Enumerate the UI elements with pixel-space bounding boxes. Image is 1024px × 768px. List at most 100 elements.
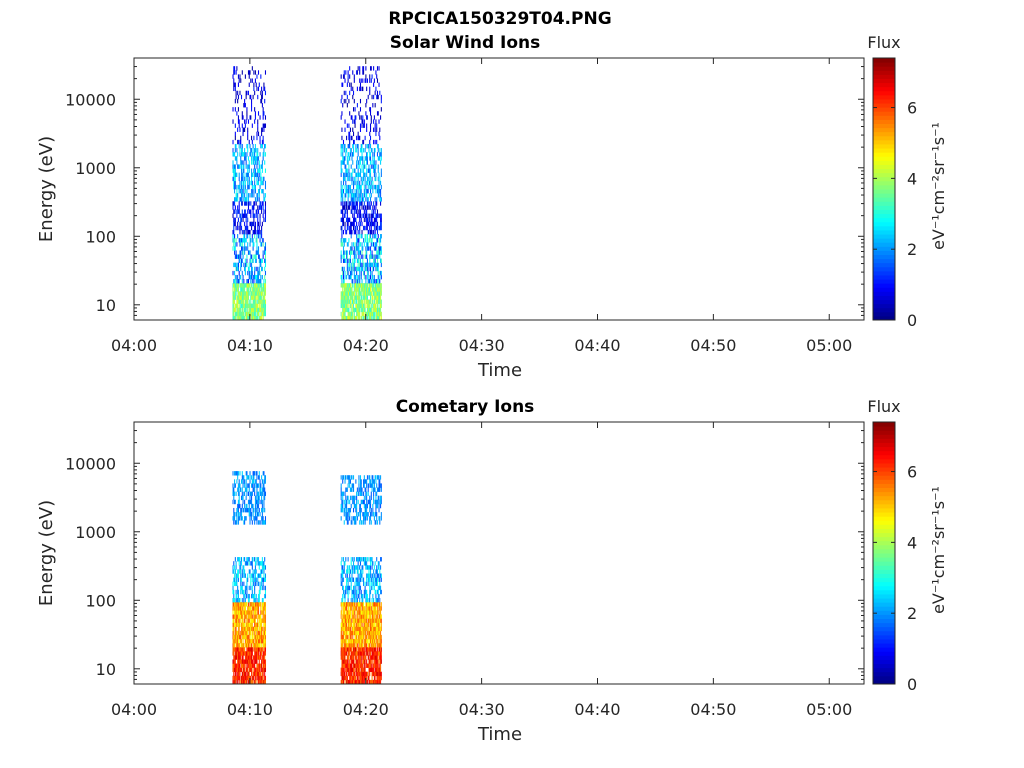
heatmap-cell [239, 139, 241, 145]
heatmap-cell [262, 614, 264, 619]
heatmap-cell [242, 295, 244, 300]
heatmap-cell [263, 561, 265, 566]
heatmap-cell [253, 156, 255, 161]
heatmap-cell [251, 193, 253, 198]
heatmap-cell [349, 201, 351, 206]
heatmap-cell [359, 283, 362, 288]
heatmap-cell [261, 229, 263, 235]
heatmap-cell [375, 131, 377, 137]
heatmap-cell [342, 651, 345, 656]
heatmap-cell [256, 643, 258, 648]
heatmap-cell [244, 201, 246, 206]
heatmap-cell [365, 103, 367, 108]
heatmap-cell [346, 176, 348, 182]
heatmap-cell [264, 303, 266, 309]
heatmap-cell [240, 634, 242, 640]
heatmap-cell [243, 675, 245, 681]
heatmap-cell [232, 647, 234, 652]
heatmap-cell [371, 238, 373, 243]
heatmap-cell [254, 70, 256, 75]
heatmap-cell [343, 98, 345, 104]
heatmap-cell [242, 647, 244, 652]
heatmap-cell [359, 671, 362, 677]
heatmap-cell [243, 581, 245, 587]
heatmap-cell [369, 107, 371, 112]
heatmap-cell [353, 205, 355, 210]
heatmap-cell [352, 258, 354, 263]
heatmap-cell [372, 287, 374, 292]
heatmap-cell [343, 74, 345, 79]
heatmap-cell [233, 221, 235, 227]
heatmap-cell [354, 630, 356, 636]
heatmap-cell [257, 295, 259, 300]
heatmap-cell [245, 614, 247, 619]
heatmap-cell [349, 516, 351, 521]
heatmap-cell [264, 577, 266, 582]
heatmap-cell [257, 495, 260, 501]
heatmap-cell [362, 671, 364, 677]
heatmap-cell [373, 156, 375, 161]
heatmap-cell [380, 270, 382, 276]
heatmap-cell [359, 205, 361, 210]
heatmap-cell [258, 254, 260, 259]
heatmap-cell [239, 258, 241, 263]
heatmap-cell [352, 307, 354, 313]
heatmap-cell [375, 160, 377, 165]
heatmap-cell [346, 675, 348, 681]
heatmap-cell [245, 295, 247, 300]
heatmap-cell [354, 279, 356, 284]
heatmap-cell [264, 205, 267, 210]
heatmap-cell [254, 577, 256, 582]
heatmap-cell [365, 630, 367, 636]
heatmap-cell [362, 638, 364, 644]
heatmap-cell [262, 311, 264, 317]
heatmap-cell [254, 258, 256, 263]
heatmap-cell [343, 565, 345, 570]
heatmap-cell [348, 630, 350, 636]
heatmap-cell [346, 213, 348, 218]
heatmap-cell [376, 127, 378, 132]
heatmap-cell [264, 258, 266, 263]
heatmap-cell [264, 663, 267, 668]
heatmap-cell [350, 193, 352, 198]
heatmap-cell [365, 647, 367, 652]
heatmap-cell [373, 303, 375, 309]
heatmap-cell [239, 229, 241, 235]
heatmap-cell [234, 471, 236, 476]
heatmap-cell [239, 180, 241, 186]
heatmap-cell [252, 209, 254, 214]
heatmap-cell [254, 287, 256, 292]
heatmap-cell [352, 569, 354, 574]
heatmap-cell [357, 593, 359, 599]
colorbar-swatch [873, 217, 895, 223]
heatmap-cell [234, 315, 236, 321]
heatmap-cell [343, 299, 345, 304]
heatmap-cell [355, 299, 357, 304]
heatmap-cell [354, 283, 356, 288]
heatmap-cell [343, 283, 345, 288]
heatmap-cell [233, 299, 235, 304]
heatmap-cell [262, 111, 264, 116]
heatmap-cell [244, 287, 246, 292]
heatmap-cell [367, 512, 369, 517]
heatmap-cell [356, 638, 358, 644]
heatmap-cell [245, 483, 247, 488]
heatmap-cell [369, 152, 372, 157]
heatmap-cell [264, 557, 266, 562]
colorbar-swatch [873, 143, 895, 149]
heatmap-cell [242, 168, 244, 173]
heatmap-cell [345, 98, 347, 104]
heatmap-cell [261, 221, 263, 227]
heatmap-cell [251, 495, 253, 501]
heatmap-cell [355, 148, 357, 153]
heatmap-cell [343, 602, 345, 607]
heatmap-cell [342, 659, 345, 664]
heatmap-cell [234, 565, 236, 570]
heatmap-cell [342, 254, 345, 259]
heatmap-cell [342, 156, 344, 161]
heatmap-cell [259, 184, 261, 190]
heatmap-cell [353, 606, 355, 611]
heatmap-cell [241, 679, 243, 685]
heatmap-cell [346, 135, 348, 141]
